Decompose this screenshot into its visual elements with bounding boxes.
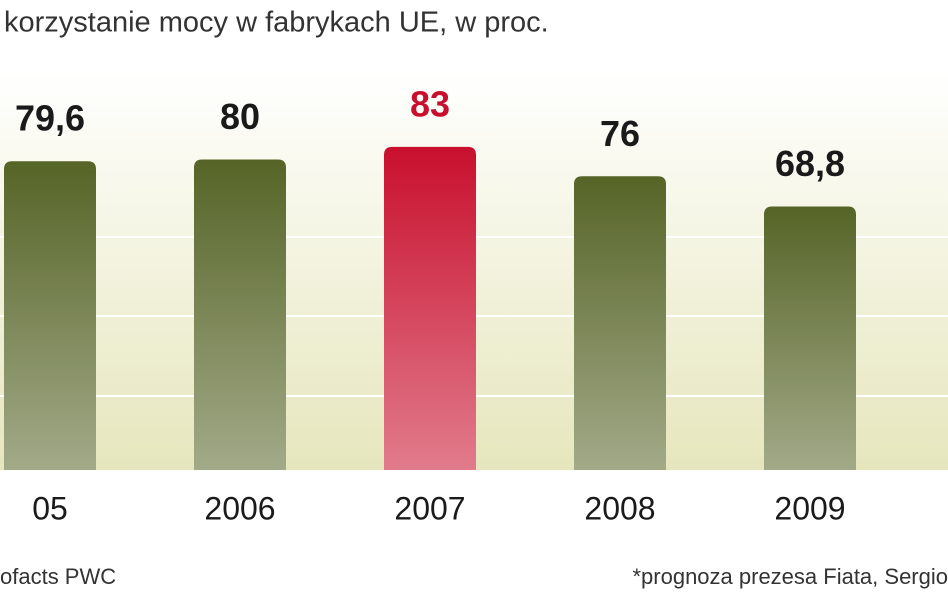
source: ofacts PWC	[0, 564, 116, 589]
x-tick-label: 2009	[774, 490, 845, 526]
bar-shade	[574, 176, 666, 471]
x-tick-label: 2007	[394, 490, 465, 526]
value-label: 83	[410, 83, 450, 124]
chart-title: korzystanie mocy w fabrykach UE, w proc.	[4, 7, 549, 39]
bar-shade	[764, 206, 856, 470]
bar-shade	[194, 159, 286, 470]
x-tick-label: 2006	[204, 490, 275, 526]
value-label: 79,6	[15, 98, 85, 139]
footnote: *prognoza prezesa Fiata, Sergio	[632, 564, 948, 589]
x-tick-label: 2008	[584, 490, 655, 526]
value-label: 68,8	[775, 143, 845, 184]
x-tick-label: 05	[32, 490, 68, 526]
value-label: 80	[220, 96, 260, 137]
value-label: 76	[600, 113, 640, 154]
bar-shade	[384, 146, 476, 470]
bar-shade	[4, 161, 96, 471]
